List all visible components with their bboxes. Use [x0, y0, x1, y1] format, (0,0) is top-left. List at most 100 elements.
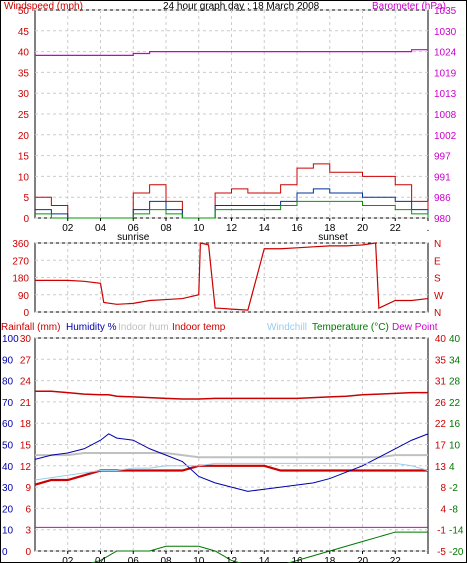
barometer-tick-label: 986 — [434, 193, 451, 204]
windspeed-tick-label: 45 — [18, 27, 30, 38]
temp-tick-label: 31 — [435, 377, 447, 388]
barometer-tick-label: 991 — [434, 172, 451, 183]
sunset-label: sunset — [318, 232, 348, 243]
humidity-tick-label: 70 — [2, 398, 14, 409]
temp-panel-xtick-label: 08 — [160, 556, 172, 563]
windspeed-tick-label: 5 — [23, 193, 29, 204]
legend-item: Dew Point — [392, 322, 438, 333]
rain-tick-label: 0 — [25, 547, 31, 558]
humidity-line — [34, 433, 429, 492]
direction-tick-label: 0 — [23, 308, 29, 319]
humidity-tick-label: 80 — [2, 377, 14, 388]
temp-tick-label: -1 — [437, 526, 446, 537]
rain-tick-label: 3 — [25, 526, 31, 537]
temp-panel-xtick-label: 02 — [62, 556, 74, 563]
sunrise-label: sunrise — [117, 232, 150, 243]
legend-item: Windchill — [267, 322, 307, 333]
dew-tick-label: -8 — [449, 504, 458, 515]
temp-tick-label: 13 — [435, 462, 447, 473]
rain-tick-label: 6 — [25, 504, 31, 515]
humidity-tick-label: 40 — [2, 462, 14, 473]
direction-tick-label: 360 — [12, 239, 29, 250]
rain-tick-label: 12 — [20, 462, 32, 473]
rain-tick-label: 15 — [20, 441, 32, 452]
temp-tick-label: 4 — [440, 504, 446, 515]
dew-tick-label: 34 — [449, 355, 461, 366]
humidity-tick-label: 20 — [2, 504, 14, 515]
temp-tick-label: 22 — [435, 419, 447, 430]
dew-tick-label: 16 — [449, 419, 461, 430]
wind-panel-xtick-label: 18 — [324, 223, 336, 234]
temp-tick-label: 40 — [435, 334, 447, 345]
temperature-line — [89, 531, 428, 563]
rain-tick-label: 21 — [20, 398, 32, 409]
graph-title: 24 hour graph day : 18 March 2008 — [163, 1, 320, 12]
direction-tick-label: 90 — [18, 291, 30, 302]
wind-panel-xtick-label: 16 — [291, 223, 303, 234]
humidity-tick-label: 10 — [2, 526, 14, 537]
temp-tick-label: -5 — [437, 547, 446, 558]
windspeed-tick-label: 25 — [18, 110, 30, 121]
temp-panel-xtick-label: 12 — [226, 556, 238, 563]
compass-label: N — [434, 239, 441, 250]
dew-tick-label: -14 — [449, 526, 464, 537]
temp-tick-label: 17 — [435, 441, 447, 452]
compass-label: S — [434, 274, 441, 285]
dew-tick-label: 28 — [449, 377, 461, 388]
windspeed-tick-label: 10 — [18, 172, 30, 183]
windspeed-axis-title: Windspeed (mph) — [4, 1, 83, 12]
temp-panel-xtick-label: 10 — [193, 556, 205, 563]
direction-panel-frame — [34, 242, 429, 313]
windspeed-tick-label: 0 — [23, 214, 29, 225]
windspeed-tick-label: 40 — [18, 48, 30, 59]
barometer-tick-label: 1019 — [434, 68, 457, 79]
rain-tick-label: 30 — [20, 334, 32, 345]
temp-panel-xtick-label: 16 — [291, 556, 303, 563]
wind-panel-xtick-label: 10 — [193, 223, 205, 234]
legend-item: Humidity % — [66, 322, 117, 333]
humidity-tick-label: 100 — [2, 334, 19, 345]
wind-panel-xtick-label: 04 — [95, 223, 107, 234]
humidity-tick-label: 30 — [2, 483, 14, 494]
compass-label: W — [434, 291, 444, 302]
dew-tick-label: 22 — [449, 398, 461, 409]
temp-panel-xtick-label: 06 — [128, 556, 140, 563]
indoor-humidity-line — [35, 452, 428, 459]
legend-item: Rainfall (mm) — [1, 322, 60, 333]
rain-tick-label: 24 — [20, 377, 32, 388]
dew-tick-label: -2 — [449, 483, 458, 494]
barometer-tick-label: 1024 — [434, 48, 457, 59]
temp-panel-xtick-label: . — [427, 556, 430, 563]
temp-panel-xtick-label: 22 — [390, 556, 402, 563]
wind-panel-xtick-label: 02 — [62, 223, 74, 234]
barometer-tick-label: 1013 — [434, 89, 457, 100]
temp-tick-label: 35 — [435, 355, 447, 366]
temp-panel-xtick-label: 18 — [324, 556, 336, 563]
direction-tick-label: 180 — [12, 274, 29, 285]
barometer-tick-label: 980 — [434, 214, 451, 225]
humidity-tick-label: 0 — [2, 547, 8, 558]
temp-tick-label: 8 — [440, 483, 446, 494]
humidity-tick-label: 60 — [2, 419, 14, 430]
barometer-tick-label: 1008 — [434, 110, 457, 121]
humidity-tick-label: 50 — [2, 441, 14, 452]
compass-label: N — [434, 308, 441, 319]
direction-tick-label: 270 — [12, 256, 29, 267]
temp-panel-xtick-label: 14 — [259, 556, 271, 563]
wind-panel-xtick-label: 06 — [128, 223, 140, 234]
rainfall-line — [35, 390, 428, 400]
barometer-tick-label: 997 — [434, 152, 451, 163]
barometer-line — [35, 49, 428, 56]
rain-tick-label: 18 — [20, 419, 32, 430]
dew-tick-label: -20 — [449, 547, 464, 558]
legend-item: Indoor hum — [118, 322, 169, 333]
temp-tick-label: 26 — [435, 398, 447, 409]
barometer-axis-title: Barometer (hPa) — [372, 1, 446, 12]
windspeed-tick-label: 15 — [18, 152, 30, 163]
windspeed-tick-label: 30 — [18, 89, 30, 100]
wind-panel-xtick-label: 14 — [259, 223, 271, 234]
legend-item: Indoor temp — [172, 322, 226, 333]
dew-tick-label: 10 — [449, 441, 461, 452]
